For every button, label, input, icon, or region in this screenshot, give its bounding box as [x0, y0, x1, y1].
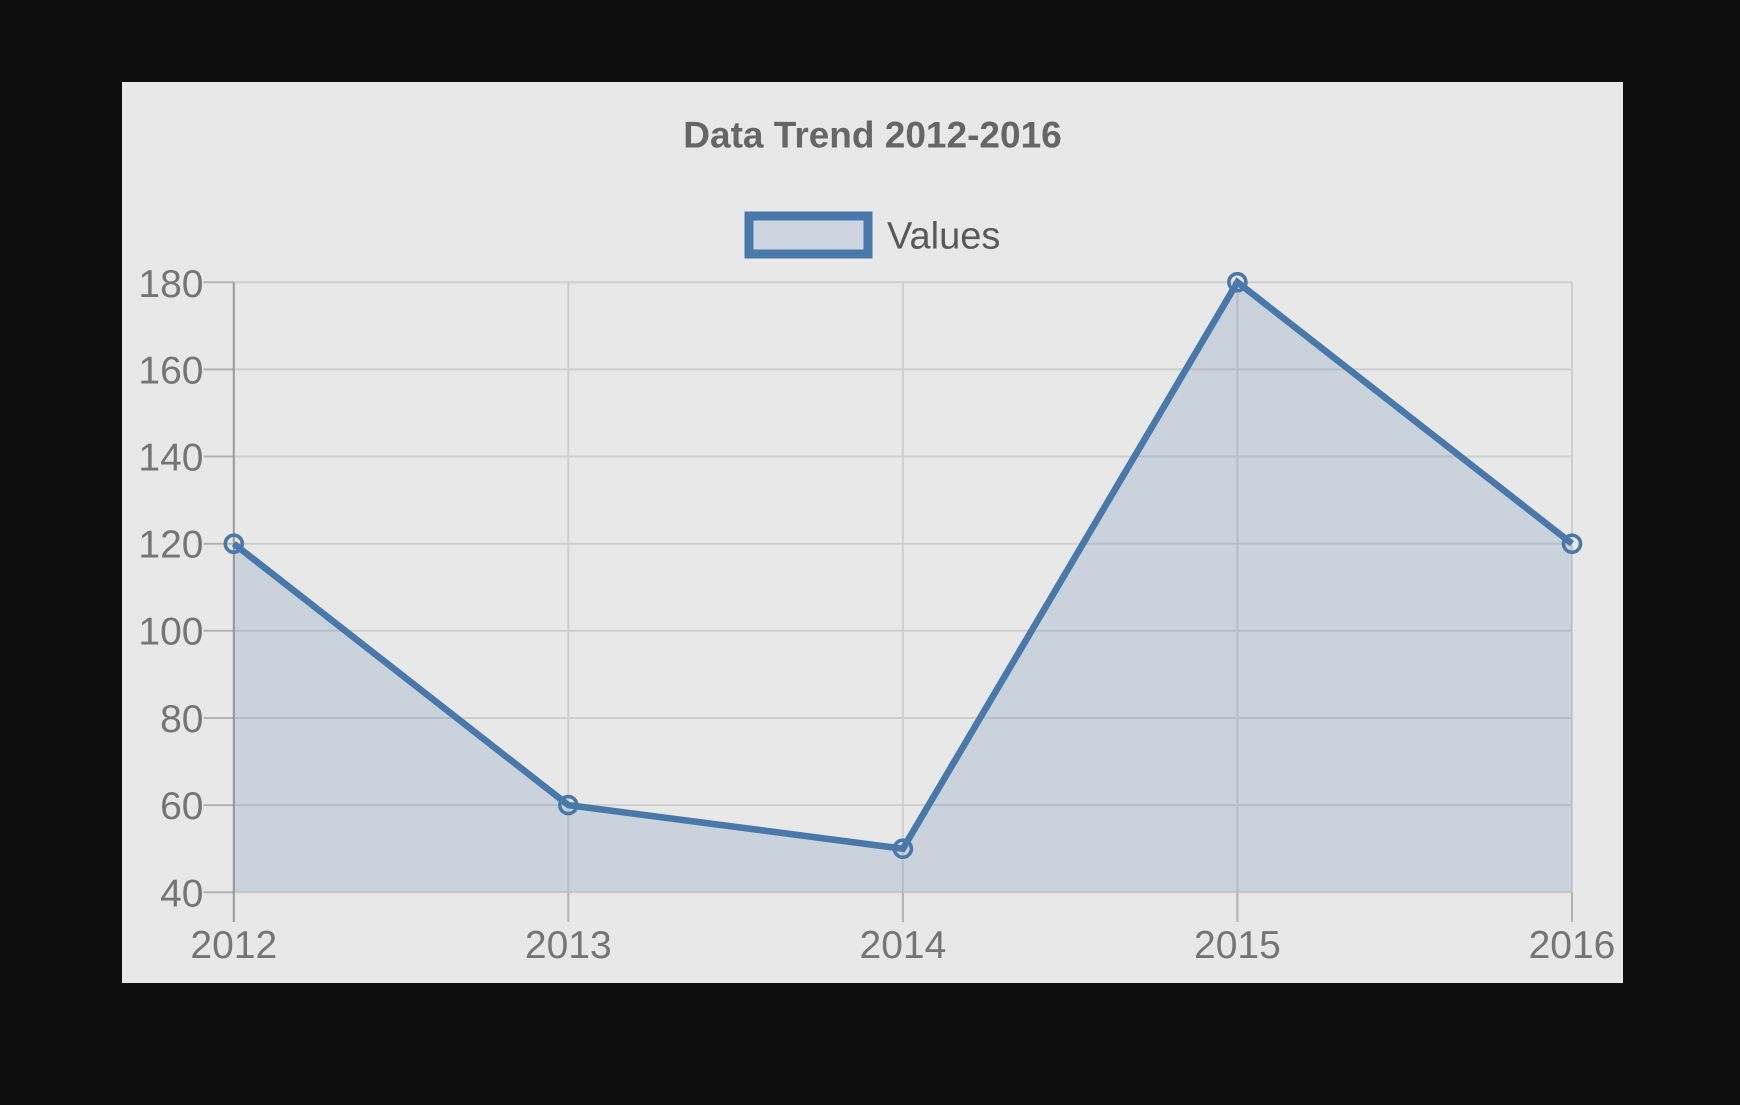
svg-text:160: 160: [138, 350, 203, 393]
svg-text:Values: Values: [887, 216, 1000, 258]
svg-text:2012: 2012: [190, 924, 277, 967]
svg-text:2013: 2013: [525, 924, 612, 967]
svg-text:120: 120: [138, 524, 203, 567]
svg-text:2015: 2015: [1194, 924, 1281, 967]
svg-text:40: 40: [160, 872, 203, 915]
svg-text:80: 80: [160, 698, 203, 741]
svg-text:Data Trend 2012-2016: Data Trend 2012-2016: [683, 115, 1061, 156]
svg-text:60: 60: [160, 785, 203, 828]
svg-text:2014: 2014: [860, 924, 947, 967]
svg-text:2016: 2016: [1529, 924, 1616, 967]
svg-text:100: 100: [138, 611, 203, 654]
svg-text:140: 140: [138, 436, 203, 479]
svg-text:180: 180: [138, 263, 203, 306]
